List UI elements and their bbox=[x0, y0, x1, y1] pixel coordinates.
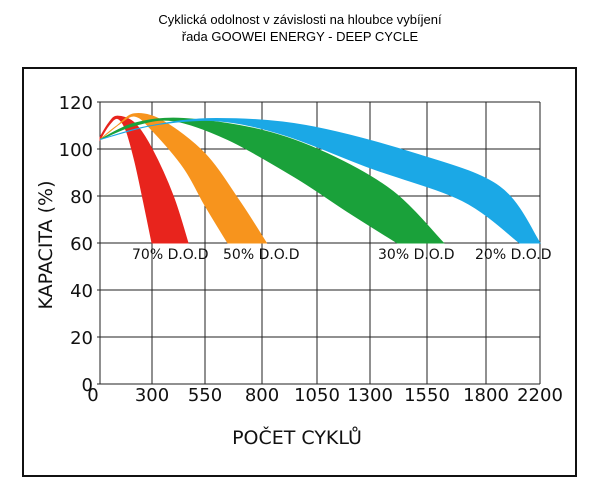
series-band-0 bbox=[99, 115, 189, 244]
x-tick-label-8: 2200 bbox=[517, 385, 563, 406]
x-tick-label-6: 1550 bbox=[404, 385, 450, 406]
y-tick-label-4: 80 bbox=[70, 187, 93, 208]
x-axis-label: POČET CYKLŮ bbox=[232, 425, 362, 449]
x-tick-label-4: 1050 bbox=[294, 385, 340, 406]
series-band-2 bbox=[99, 117, 445, 244]
y-tick-label-1: 20 bbox=[70, 328, 93, 349]
dod-label-0: 70% D.O.D bbox=[132, 247, 208, 263]
series-bands bbox=[99, 113, 541, 244]
dod-label-3: 20% D.O.D bbox=[475, 247, 551, 263]
chart-subtitle: řada GOOWEI ENERGY - DEEP CYCLE bbox=[181, 29, 419, 44]
y-tick-label-3: 60 bbox=[70, 234, 93, 255]
x-tick-label-3: 800 bbox=[245, 385, 279, 406]
chart-frame bbox=[22, 67, 577, 477]
x-tick-label-1: 300 bbox=[135, 385, 169, 406]
y-tick-label-0: 0 bbox=[82, 375, 93, 396]
dod-label-2: 30% D.O.D bbox=[378, 247, 454, 263]
series-band-1 bbox=[99, 113, 268, 244]
chart-title: Cyklická odolnost v závislosti na hloubc… bbox=[158, 12, 442, 27]
y-tick-labels: 0 20 40 60 80 100 120 bbox=[59, 93, 93, 396]
y-tick-label-5: 100 bbox=[59, 140, 93, 161]
x-tick-label-7: 1800 bbox=[463, 385, 509, 406]
series-band-3 bbox=[99, 117, 541, 244]
y-tick-label-6: 120 bbox=[59, 93, 93, 114]
x-tick-label-0: 0 bbox=[87, 385, 98, 406]
x-tick-label-2: 550 bbox=[188, 385, 222, 406]
x-tick-labels: 0 300 550 800 1050 1300 1550 1800 2200 bbox=[87, 385, 563, 406]
dod-labels: 70% D.O.D 50% D.O.D 30% D.O.D 20% D.O.D bbox=[132, 247, 551, 263]
y-tick-label-2: 40 bbox=[70, 281, 93, 302]
dod-label-1: 50% D.O.D bbox=[223, 247, 299, 263]
y-axis-label: KAPACITA (%) bbox=[35, 181, 57, 310]
x-tick-label-5: 1300 bbox=[347, 385, 393, 406]
